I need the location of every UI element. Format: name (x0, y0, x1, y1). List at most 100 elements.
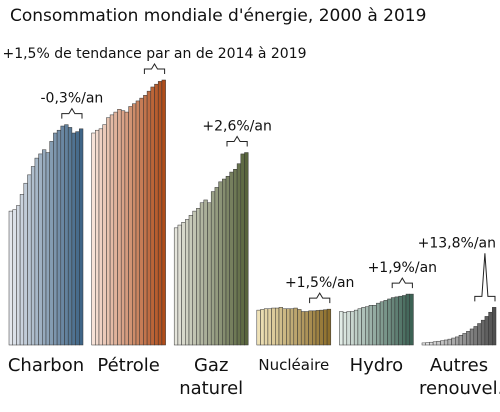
bar (95, 129, 100, 346)
bar (278, 307, 283, 346)
annotation: +1,5% de tendance par an de 2014 à 2019 (2, 46, 306, 62)
bar (350, 311, 355, 346)
chart-title: Consommation mondiale d'énergie, 2000 à … (10, 6, 426, 26)
annotation: +1,5%/an (285, 275, 354, 291)
category-label: Gaz naturel (179, 355, 244, 399)
bar (16, 205, 21, 346)
annotation: +2,6%/an (202, 119, 271, 135)
bar (150, 86, 155, 346)
bar (207, 202, 212, 346)
bar (244, 152, 249, 346)
bar (139, 97, 144, 346)
bar (361, 307, 366, 346)
bar (203, 199, 208, 346)
bar (146, 90, 152, 346)
bar (177, 224, 182, 346)
bar (477, 323, 482, 346)
bar (60, 125, 65, 346)
bar (71, 132, 76, 346)
bar (425, 342, 430, 346)
bar (286, 308, 291, 346)
bar (455, 336, 460, 346)
bar (293, 307, 298, 346)
annotation: +1,9%/an (368, 260, 437, 276)
bar (229, 171, 234, 346)
bar (135, 100, 140, 346)
bar (443, 339, 449, 346)
bar (372, 305, 377, 346)
bar (34, 157, 39, 346)
bar (432, 341, 438, 346)
bar (312, 310, 317, 346)
bar (436, 340, 441, 346)
bar (429, 341, 434, 346)
bar (342, 311, 348, 346)
bar (297, 309, 302, 346)
bar (128, 106, 133, 346)
bar (365, 306, 370, 346)
annotation-bracket (391, 277, 413, 289)
bar (440, 340, 445, 346)
bar (462, 333, 467, 346)
bar (315, 310, 320, 346)
bar (488, 311, 493, 346)
annotation-bracket (474, 253, 496, 302)
bar (473, 326, 478, 346)
bar (173, 227, 179, 346)
bar (492, 307, 497, 346)
bar (289, 308, 295, 346)
bar (409, 293, 414, 346)
bar (161, 79, 166, 346)
bar (27, 174, 32, 346)
bar (199, 202, 205, 346)
bar (233, 169, 238, 346)
category-label: Autres renouvel. (419, 355, 500, 399)
bar (98, 128, 103, 346)
bar (109, 114, 115, 346)
bar (225, 175, 230, 346)
bar (132, 103, 137, 346)
bar (236, 163, 242, 346)
bar (218, 181, 223, 346)
bar (117, 109, 122, 346)
bar (240, 153, 245, 346)
bar (260, 309, 265, 346)
category-label: Nucléaire (258, 356, 330, 374)
category-label: Hydro (349, 355, 404, 376)
bar (181, 222, 186, 346)
bar (405, 293, 410, 346)
bar (346, 311, 351, 346)
bar (458, 334, 463, 346)
bar (49, 141, 54, 346)
bar (447, 338, 452, 346)
bar (79, 128, 84, 346)
bar (102, 124, 107, 346)
bar (390, 297, 396, 346)
bar (91, 132, 96, 346)
bar (188, 215, 193, 346)
bar (339, 311, 344, 346)
bar (42, 149, 47, 346)
bar (398, 295, 403, 346)
bar (379, 301, 385, 346)
bar (263, 308, 269, 346)
bar (67, 127, 73, 346)
bar (120, 110, 126, 346)
bar (267, 308, 272, 346)
bar (45, 152, 50, 346)
bar (353, 309, 359, 346)
bar (8, 210, 13, 346)
bar (484, 316, 489, 346)
bar (469, 328, 475, 346)
bar (271, 307, 276, 346)
bar (376, 302, 381, 346)
bar (308, 310, 313, 346)
annotation: +13,8%/an (418, 235, 496, 251)
bar (387, 298, 392, 346)
bar (326, 308, 332, 346)
bar (30, 166, 36, 346)
bar (12, 209, 17, 346)
bar (480, 319, 486, 346)
bar (323, 309, 328, 346)
